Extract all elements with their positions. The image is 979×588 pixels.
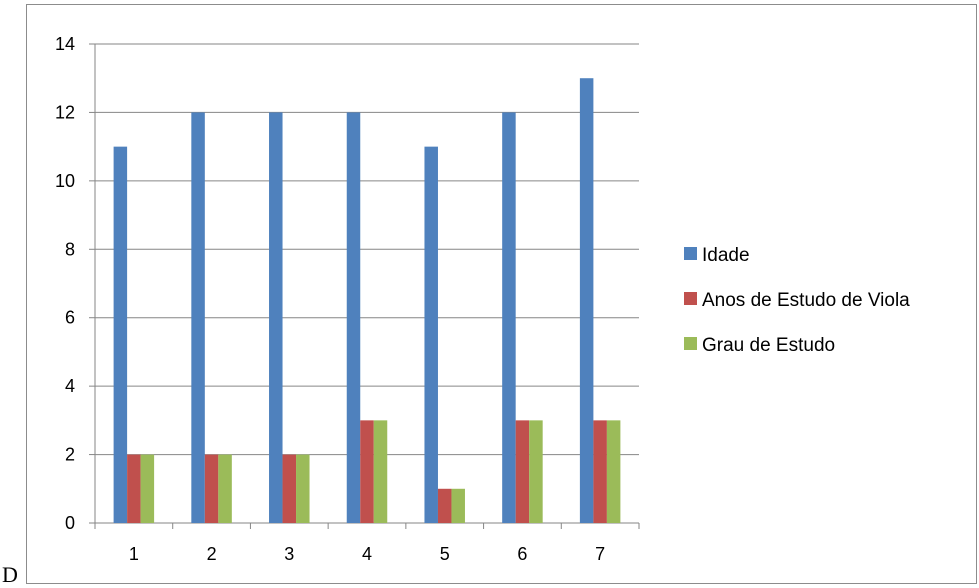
y-tick-label: 6: [65, 308, 75, 328]
legend-swatch: [684, 247, 697, 260]
bar-anos-de-estudo-de-viola-6: [515, 420, 530, 523]
bar-idade-4: [346, 112, 361, 523]
bar-grau-de-estudo-6: [529, 420, 543, 523]
bar-idade-7: [579, 78, 594, 523]
bar-grau-de-estudo-2: [218, 454, 232, 523]
x-tick-label: 3: [284, 544, 294, 564]
bar-idade-3: [269, 112, 283, 523]
bar-grau-de-estudo-1: [140, 454, 155, 523]
x-tick-label: 2: [207, 544, 217, 564]
y-tick-label: 2: [65, 445, 75, 465]
y-tick-label: 0: [65, 513, 75, 533]
bar-idade-5: [424, 146, 438, 523]
bar-idade-2: [191, 112, 205, 523]
y-tick-label: 14: [55, 34, 75, 54]
bar-anos-de-estudo-de-viola-2: [204, 454, 219, 523]
x-tick-label: 1: [129, 544, 139, 564]
bar-idade-1: [113, 146, 128, 523]
bar-anos-de-estudo-de-viola-3: [282, 454, 297, 523]
x-tick-label: 7: [595, 544, 605, 564]
bar-grau-de-estudo-5: [451, 488, 465, 523]
y-tick-label: 8: [65, 239, 75, 259]
page-text-fragment: D: [2, 562, 18, 587]
chart-frame: [26, 4, 977, 584]
bar-grau-de-estudo-7: [606, 420, 621, 523]
bar-grau-de-estudo-4: [373, 420, 388, 523]
y-tick-label: 12: [55, 102, 75, 122]
x-tick-label: 5: [440, 544, 450, 564]
legend-swatch: [684, 337, 697, 350]
y-tick-label: 10: [55, 171, 75, 191]
legend-label: Grau de Estudo: [702, 335, 835, 356]
bar-anos-de-estudo-de-viola-7: [593, 420, 607, 523]
legend-label: Idade: [702, 245, 750, 266]
x-tick-label: 6: [517, 544, 527, 564]
bar-anos-de-estudo-de-viola-1: [127, 454, 141, 523]
bar-anos-de-estudo-de-viola-4: [360, 420, 374, 523]
y-tick-label: 4: [65, 376, 75, 396]
bar-idade-6: [502, 112, 516, 523]
bar-anos-de-estudo-de-viola-5: [437, 488, 452, 523]
legend-label: Anos de Estudo de Viola: [702, 290, 910, 311]
bar-grau-de-estudo-3: [296, 454, 310, 523]
x-tick-label: 4: [362, 544, 372, 564]
legend-swatch: [684, 292, 697, 305]
